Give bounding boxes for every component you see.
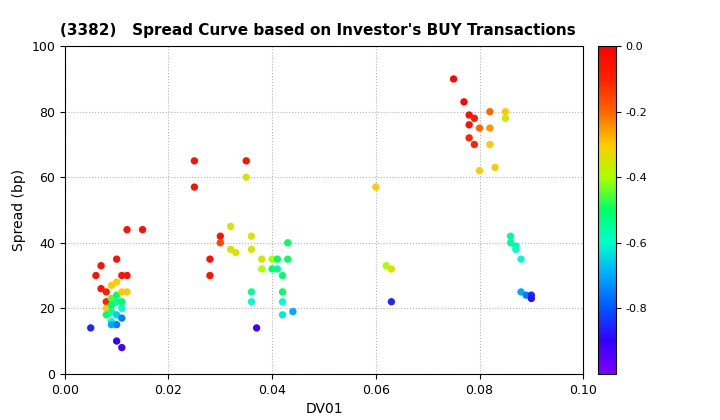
- Point: [256, 265, 268, 272]
- Point: [521, 292, 532, 299]
- Point: [116, 289, 127, 295]
- X-axis label: DV01: DV01: [305, 402, 343, 416]
- Point: [484, 125, 495, 131]
- Point: [464, 121, 475, 128]
- Point: [101, 289, 112, 295]
- Point: [189, 158, 200, 164]
- Point: [510, 246, 521, 253]
- Point: [230, 249, 242, 256]
- Y-axis label: Spread (bp): Spread (bp): [12, 169, 26, 251]
- Point: [106, 321, 117, 328]
- Point: [111, 321, 122, 328]
- Point: [225, 223, 236, 230]
- Point: [111, 338, 122, 344]
- Point: [251, 325, 262, 331]
- Point: [474, 167, 485, 174]
- Point: [458, 99, 469, 105]
- Point: [256, 256, 268, 262]
- Point: [526, 292, 537, 299]
- Point: [106, 302, 117, 308]
- Point: [526, 295, 537, 302]
- Point: [240, 158, 252, 164]
- Point: [215, 233, 226, 239]
- Point: [95, 262, 107, 269]
- Point: [246, 289, 257, 295]
- Point: [111, 312, 122, 318]
- Point: [106, 282, 117, 289]
- Point: [246, 233, 257, 239]
- Point: [111, 256, 122, 262]
- Point: [282, 256, 294, 262]
- Point: [282, 239, 294, 246]
- Point: [500, 115, 511, 122]
- Point: [464, 112, 475, 118]
- Point: [116, 344, 127, 351]
- Point: [271, 265, 283, 272]
- Point: [271, 256, 283, 262]
- Point: [474, 125, 485, 131]
- Point: [121, 289, 132, 295]
- Point: [215, 239, 226, 246]
- Point: [510, 243, 521, 249]
- Point: [240, 174, 252, 181]
- Point: [225, 246, 236, 253]
- Point: [116, 272, 127, 279]
- Point: [516, 256, 527, 262]
- Point: [106, 308, 117, 315]
- Point: [516, 289, 527, 295]
- Point: [266, 256, 278, 262]
- Point: [276, 312, 288, 318]
- Point: [246, 246, 257, 253]
- Point: [111, 298, 122, 305]
- Point: [204, 256, 216, 262]
- Point: [121, 272, 132, 279]
- Point: [106, 318, 117, 325]
- Point: [116, 315, 127, 321]
- Point: [500, 108, 511, 115]
- Point: [386, 298, 397, 305]
- Point: [116, 298, 127, 305]
- Point: [276, 298, 288, 305]
- Point: [111, 292, 122, 299]
- Point: [85, 325, 96, 331]
- Point: [386, 265, 397, 272]
- Point: [111, 279, 122, 286]
- Point: [95, 285, 107, 292]
- Point: [469, 115, 480, 122]
- Point: [137, 226, 148, 233]
- Point: [469, 141, 480, 148]
- Point: [370, 184, 382, 190]
- Point: [266, 265, 278, 272]
- Point: [276, 272, 288, 279]
- Point: [116, 305, 127, 312]
- Point: [101, 298, 112, 305]
- Point: [484, 108, 495, 115]
- Point: [505, 233, 516, 239]
- Point: [204, 272, 216, 279]
- Point: [287, 308, 299, 315]
- Point: [380, 262, 392, 269]
- Point: [121, 226, 132, 233]
- Point: [106, 295, 117, 302]
- Point: [490, 164, 501, 171]
- Point: [246, 298, 257, 305]
- Point: [464, 134, 475, 141]
- Point: [276, 289, 288, 295]
- Point: [448, 76, 459, 82]
- Point: [505, 239, 516, 246]
- Point: [90, 272, 102, 279]
- Point: [101, 312, 112, 318]
- Point: [189, 184, 200, 190]
- Point: [484, 141, 495, 148]
- Text: (3382)   Spread Curve based on Investor's BUY Transactions: (3382) Spread Curve based on Investor's …: [60, 23, 575, 38]
- Point: [101, 305, 112, 312]
